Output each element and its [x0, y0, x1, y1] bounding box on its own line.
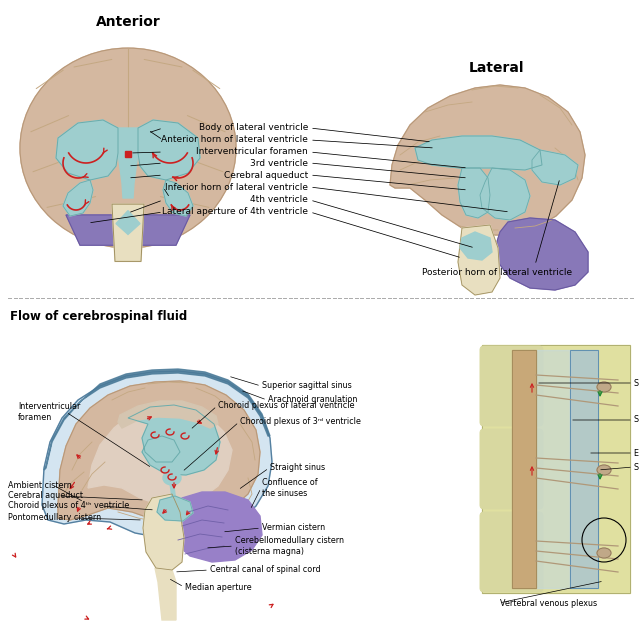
- Polygon shape: [118, 401, 218, 428]
- Text: Cerebral aqueduct: Cerebral aqueduct: [224, 171, 308, 179]
- Ellipse shape: [597, 382, 611, 392]
- FancyBboxPatch shape: [125, 151, 131, 157]
- Text: Choroid plexus of 4ᵗʰ ventricle: Choroid plexus of 4ᵗʰ ventricle: [8, 502, 129, 510]
- FancyBboxPatch shape: [480, 512, 543, 592]
- Text: Interventricular foramen: Interventricular foramen: [196, 147, 308, 157]
- Polygon shape: [458, 225, 500, 295]
- Text: Choroid plexus of 3ʳᵈ ventricle: Choroid plexus of 3ʳᵈ ventricle: [240, 418, 361, 426]
- Text: 3rd ventricle: 3rd ventricle: [250, 159, 308, 167]
- Text: Endoneurial space: Endoneurial space: [634, 448, 639, 458]
- Text: Choroid plexus of lateral ventricle: Choroid plexus of lateral ventricle: [218, 401, 355, 411]
- Polygon shape: [480, 168, 530, 220]
- FancyBboxPatch shape: [480, 429, 543, 509]
- Text: Ambient cistern: Ambient cistern: [8, 480, 72, 490]
- Polygon shape: [112, 204, 144, 261]
- Polygon shape: [496, 218, 588, 290]
- FancyBboxPatch shape: [482, 345, 630, 593]
- Polygon shape: [44, 369, 270, 470]
- Text: Pontomedullary cistern: Pontomedullary cistern: [8, 514, 101, 522]
- Bar: [512, 350, 536, 588]
- Text: Median aperture: Median aperture: [185, 582, 252, 591]
- Polygon shape: [116, 211, 140, 234]
- Text: Subarachnoid space: Subarachnoid space: [634, 416, 639, 424]
- Polygon shape: [390, 85, 585, 235]
- Polygon shape: [66, 215, 190, 245]
- Polygon shape: [128, 405, 220, 475]
- Text: Anterior: Anterior: [96, 15, 160, 29]
- Polygon shape: [532, 150, 578, 185]
- Polygon shape: [415, 136, 542, 170]
- Text: Vertebral venous plexus: Vertebral venous plexus: [500, 599, 597, 608]
- Text: Inferior horn of lateral ventricle: Inferior horn of lateral ventricle: [165, 182, 308, 191]
- Bar: [570, 350, 598, 588]
- Text: Interventricular
foramen: Interventricular foramen: [18, 403, 81, 422]
- Text: Anterior horn of lateral ventricle: Anterior horn of lateral ventricle: [161, 135, 308, 144]
- Text: Cerebellomedullary cistern
(cisterna magna): Cerebellomedullary cistern (cisterna mag…: [235, 536, 344, 556]
- Polygon shape: [63, 180, 93, 216]
- Ellipse shape: [597, 548, 611, 558]
- Text: Straight sinus: Straight sinus: [270, 463, 325, 473]
- Text: Arachnoid granulation: Arachnoid granulation: [268, 396, 357, 404]
- Text: Cerebral aqueduct: Cerebral aqueduct: [8, 492, 83, 500]
- Ellipse shape: [20, 48, 236, 248]
- Ellipse shape: [163, 471, 181, 485]
- Polygon shape: [460, 232, 492, 260]
- Polygon shape: [56, 120, 118, 180]
- Polygon shape: [157, 496, 193, 521]
- Text: Vermian cistern: Vermian cistern: [262, 524, 325, 532]
- FancyBboxPatch shape: [480, 346, 543, 426]
- Text: Flow of cerebrospinal fluid: Flow of cerebrospinal fluid: [10, 310, 187, 323]
- Text: Lateral: Lateral: [469, 61, 525, 75]
- Polygon shape: [138, 120, 200, 180]
- Text: Spinal nerve: Spinal nerve: [634, 463, 639, 472]
- Ellipse shape: [597, 465, 611, 475]
- Polygon shape: [88, 405, 232, 505]
- Text: Body of lateral ventricle: Body of lateral ventricle: [199, 124, 308, 132]
- Bar: [536, 350, 570, 588]
- Polygon shape: [58, 381, 260, 523]
- Polygon shape: [458, 168, 490, 218]
- Text: Confluence of
the sinuses: Confluence of the sinuses: [262, 478, 318, 498]
- Polygon shape: [118, 128, 138, 198]
- Polygon shape: [143, 494, 184, 570]
- Polygon shape: [42, 371, 272, 538]
- Polygon shape: [170, 492, 262, 562]
- Text: Spinal cord: Spinal cord: [634, 379, 639, 387]
- Bar: [570, 350, 598, 588]
- Polygon shape: [163, 180, 193, 216]
- Bar: [512, 350, 536, 588]
- Text: Lateral aperture of 4th ventricle: Lateral aperture of 4th ventricle: [162, 208, 308, 216]
- Polygon shape: [155, 568, 176, 620]
- Text: Central canal of spinal cord: Central canal of spinal cord: [210, 566, 321, 574]
- Text: 4th ventricle: 4th ventricle: [250, 196, 308, 204]
- Text: Superior sagittal sinus: Superior sagittal sinus: [262, 381, 351, 391]
- Text: Posterior horn of lateral ventricle: Posterior horn of lateral ventricle: [422, 268, 572, 277]
